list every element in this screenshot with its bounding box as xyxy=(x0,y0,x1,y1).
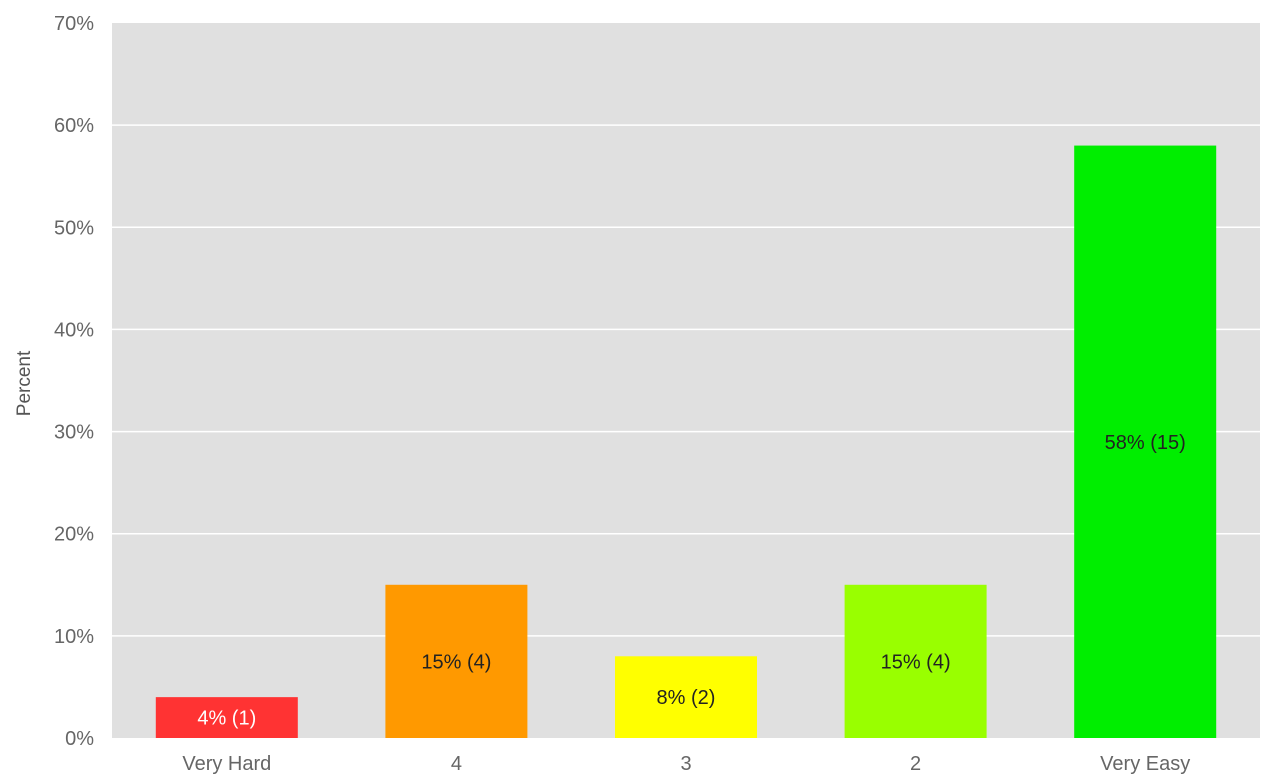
x-tick-label: Very Easy xyxy=(1100,753,1190,775)
bar xyxy=(155,697,298,738)
bars: 4% (1) 15% (4) 8% (2) 15% (4) 58% (15) xyxy=(155,145,1217,739)
y-axis-title: Percent xyxy=(14,350,35,416)
bar xyxy=(1074,145,1217,739)
data-label: 8% (2) xyxy=(657,687,716,709)
x-tick-label: 2 xyxy=(910,753,921,775)
y-tick-label: 10% xyxy=(54,626,94,648)
y-tick-label: 30% xyxy=(54,422,94,444)
y-tick-label: 20% xyxy=(54,524,94,546)
gridlines xyxy=(112,124,1260,637)
bar xyxy=(385,584,528,738)
x-tick-label: 4 xyxy=(451,753,462,775)
y-tick-label: 60% xyxy=(54,115,94,137)
x-axis-ticks: Very Hard 4 3 2 Very Easy xyxy=(182,753,1190,775)
x-tick-label: Very Hard xyxy=(182,753,271,775)
data-label: 58% (15) xyxy=(1105,432,1186,454)
x-tick-label: 3 xyxy=(680,753,691,775)
y-tick-label: 70% xyxy=(54,13,94,35)
plot-background xyxy=(112,23,1260,738)
y-tick-label: 40% xyxy=(54,319,94,341)
data-label: 15% (4) xyxy=(421,651,491,673)
y-tick-label: 0% xyxy=(65,728,94,750)
bar xyxy=(844,584,987,738)
bar xyxy=(615,656,757,738)
data-label: 15% (4) xyxy=(881,651,951,673)
data-label: 4% (1) xyxy=(197,708,256,730)
y-axis-ticks: 0% 10% 20% 30% 40% 50% 60% 70% xyxy=(54,13,94,750)
y-tick-label: 50% xyxy=(54,217,94,239)
